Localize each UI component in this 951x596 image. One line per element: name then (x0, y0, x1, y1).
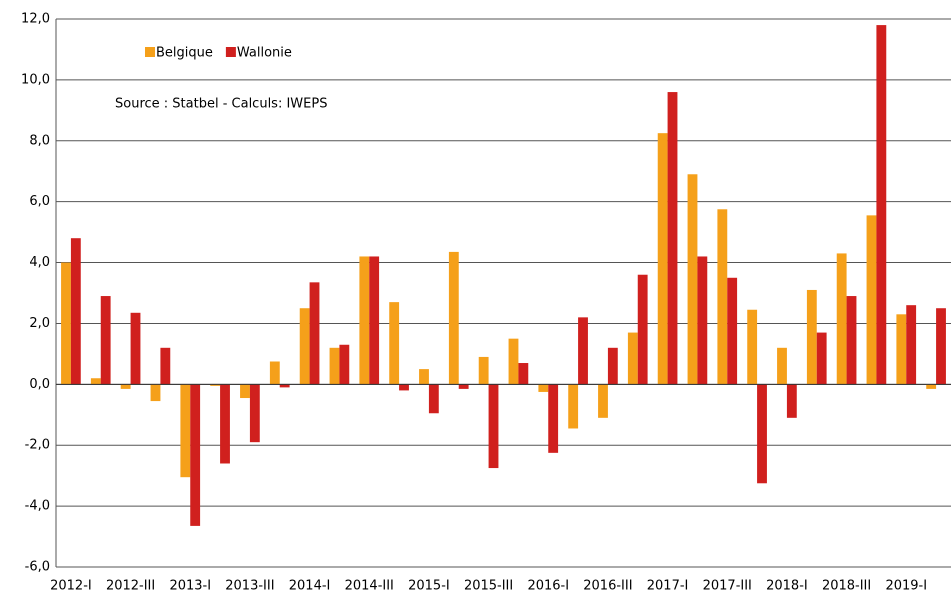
bar (269, 361, 280, 385)
bar (488, 384, 499, 469)
bar (727, 277, 738, 385)
bar (70, 238, 81, 385)
bar (786, 384, 797, 418)
bar (836, 253, 847, 385)
bar (389, 302, 400, 385)
bar (180, 384, 191, 478)
x-tick-label: 2012-III (106, 579, 155, 594)
bar (190, 384, 201, 526)
y-tick-label: 10,0 (21, 72, 50, 87)
bar (777, 347, 787, 385)
y-tick-label: 4,0 (29, 255, 50, 270)
bar (578, 317, 588, 385)
bar (747, 309, 758, 385)
bar (538, 384, 549, 392)
y-tick-label: 2,0 (29, 316, 50, 331)
bar (568, 384, 579, 429)
bar (508, 338, 519, 385)
bar (309, 282, 320, 385)
bar (548, 384, 559, 453)
bar (61, 262, 71, 385)
bar (458, 384, 469, 389)
bar (359, 256, 370, 385)
bar (627, 332, 638, 385)
bar (329, 347, 340, 385)
legend-swatch (225, 47, 236, 57)
legend-label: Belgique (156, 46, 213, 61)
bar (448, 251, 459, 385)
bar (757, 384, 767, 484)
x-tick-label: 2017-I (647, 579, 689, 594)
bar (637, 274, 648, 385)
bar (130, 312, 141, 385)
x-tick-label: 2019-I (885, 579, 927, 594)
bar (687, 174, 698, 385)
bar (160, 347, 171, 385)
x-tick-label: 2016-III (583, 579, 632, 594)
x-tick-label: 2018-I (766, 579, 808, 594)
bar (667, 92, 678, 385)
legend-swatch (145, 47, 155, 57)
bar (846, 296, 857, 385)
x-tick-label: 2013-III (225, 579, 274, 594)
bar (926, 384, 937, 389)
bar (816, 332, 827, 385)
bar (90, 378, 101, 385)
x-tick-label: 2016-I (527, 579, 569, 594)
bar (428, 384, 439, 414)
x-tick-label: 2015-III (464, 579, 513, 594)
bar (607, 347, 618, 385)
bar (150, 384, 161, 402)
y-tick-label: -2,0 (25, 438, 50, 453)
y-tick-label: 0,0 (29, 377, 50, 392)
y-tick-label: 6,0 (29, 194, 50, 209)
y-tick-label: -6,0 (25, 560, 50, 575)
bar (399, 384, 409, 391)
y-tick-label: 12,0 (21, 12, 50, 27)
x-tick-label: 2018-III (822, 579, 871, 594)
annotation: Source : Statbel - Calculs: IWEPS (115, 97, 327, 112)
bar (369, 256, 380, 385)
bar (210, 384, 221, 386)
bar (518, 363, 529, 385)
bar (478, 356, 489, 385)
x-tick-label: 2014-I (289, 579, 331, 594)
bar (697, 256, 708, 385)
legend-label: Wallonie (237, 46, 292, 61)
x-tick-label: 2017-III (703, 579, 752, 594)
bar (906, 305, 917, 385)
bar (876, 25, 887, 385)
bar (279, 384, 290, 388)
bar (657, 133, 668, 385)
x-tick-label: 2014-III (345, 579, 394, 594)
x-tick-label: 2015-I (408, 579, 450, 594)
y-tick-label: -4,0 (25, 499, 50, 514)
bar (100, 296, 111, 385)
bar (419, 369, 429, 385)
x-tick-label: 2012-I (50, 579, 92, 594)
bar (299, 308, 310, 385)
x-tick-label: 2013-I (169, 579, 211, 594)
bar (598, 384, 608, 418)
bar (249, 384, 260, 443)
bar (936, 308, 946, 385)
bar (717, 209, 728, 385)
bar (806, 289, 817, 385)
bar (896, 314, 907, 385)
bar (866, 215, 877, 385)
bar (339, 344, 350, 385)
bar (240, 384, 250, 399)
bar (220, 384, 230, 464)
bar (120, 384, 131, 389)
y-tick-label: 8,0 (29, 133, 50, 148)
